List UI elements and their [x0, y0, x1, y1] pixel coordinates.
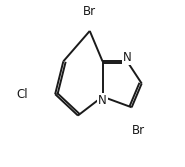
Text: Br: Br: [132, 124, 145, 137]
Text: Cl: Cl: [16, 88, 28, 101]
Text: N: N: [98, 94, 107, 107]
Text: Br: Br: [83, 5, 96, 18]
Text: N: N: [123, 51, 132, 64]
